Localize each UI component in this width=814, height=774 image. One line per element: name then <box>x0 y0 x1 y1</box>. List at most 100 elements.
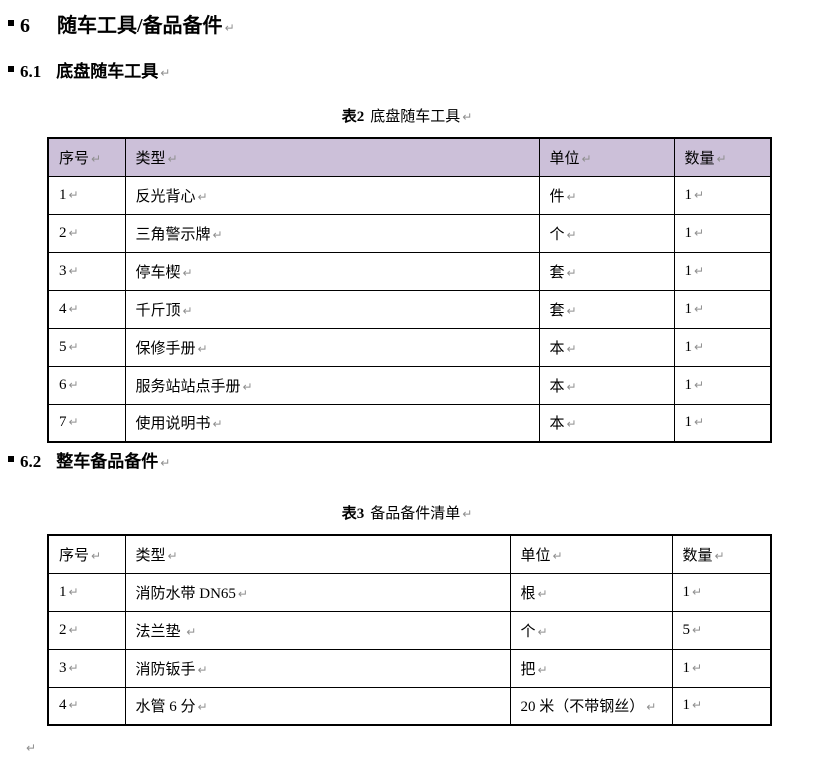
table-cell: 服务站站点手册 ↵ <box>124 365 540 405</box>
paragraph-mark-icon: ↵ <box>692 698 703 713</box>
paragraph-mark-icon: ↵ <box>694 187 705 202</box>
table-header-row: 序号 ↵ 类型 ↵ 单位 ↵ 数量 ↵ <box>47 137 772 177</box>
table-cell: 水管 6 分 ↵ <box>124 686 511 726</box>
paragraph-mark-icon: ↵ <box>68 698 79 713</box>
paragraph-mark-icon: ↵ <box>186 624 197 639</box>
paragraph-mark-icon: ↵ <box>566 265 577 280</box>
table-cell: 1 ↵ <box>673 327 772 367</box>
heading-section-6-1: 6.1 底盘随车工具 ↵ <box>8 61 814 84</box>
heading-square-marker-icon <box>8 66 14 72</box>
paragraph-mark-icon: ↵ <box>692 660 703 675</box>
table-cell: 1 ↵ <box>47 175 126 215</box>
paragraph-mark-icon: ↵ <box>160 456 171 470</box>
table-cell: 1 ↵ <box>673 289 772 329</box>
table-cell: 1 ↵ <box>673 403 772 443</box>
paragraph-mark-icon: ↵ <box>68 263 79 278</box>
paragraph-mark-icon: ↵ <box>224 21 235 35</box>
table-row: 3 ↵ 停车楔 ↵ 套 ↵ 1 ↵ <box>47 251 772 291</box>
heading-text: 底盘随车工具 <box>56 62 159 81</box>
table-row: 4 ↵ 水管 6 分 ↵ 20 米（不带钢丝） ↵ 1 ↵ <box>47 686 772 726</box>
heading-text: 随车工具/备品备件 <box>57 15 223 37</box>
table-cell: 套 ↵ <box>538 251 675 291</box>
table-cell: 消防钣手 ↵ <box>124 648 511 688</box>
paragraph-mark-icon: ↵ <box>212 227 223 242</box>
paragraph-mark-icon: ↵ <box>237 586 248 601</box>
paragraph-mark-icon: ↵ <box>26 741 37 755</box>
document-page: 6 随车工具/备品备件 ↵ 6.1 底盘随车工具 ↵ 表2 底盘随车工具 ↵ 序号 ↵ 类型 ↵… <box>0 14 814 757</box>
table-row: 2 ↵ 法兰垫 ↵ 个 ↵ 5 ↵ <box>47 610 772 650</box>
paragraph-mark-icon: ↵ <box>552 548 563 563</box>
heading-number: 6.2 <box>20 452 42 471</box>
table-cell: 法兰垫 ↵ <box>124 610 511 650</box>
table-cell: 件 ↵ <box>538 175 675 215</box>
table-cell: 个 ↵ <box>538 213 675 253</box>
table-cell: 5 ↵ <box>47 327 126 367</box>
header-cell: 类型 ↵ <box>124 137 540 177</box>
table-cell: 停车楔 ↵ <box>124 251 540 291</box>
heading-section-6-2: 6.2 整车备品备件 ↵ <box>8 451 814 474</box>
chassis-tools-table: 序号 ↵ 类型 ↵ 单位 ↵ 数量 ↵ 1 ↵ 反光背心 ↵ 件 ↵ 1 ↵ 2 ↵ 三角警示牌 ↵… <box>47 137 772 443</box>
header-cell: 序号 ↵ <box>47 137 126 177</box>
paragraph-mark-icon: ↵ <box>566 341 577 356</box>
heading-text: 整车备品备件 <box>56 452 159 471</box>
table-row: 2 ↵ 三角警示牌 ↵ 个 ↵ 1 ↵ <box>47 213 772 253</box>
paragraph-mark-icon: ↵ <box>167 548 178 563</box>
table-cell: 3 ↵ <box>47 251 126 291</box>
table-cell: 4 ↵ <box>47 289 126 329</box>
table-cell: 1 ↵ <box>671 686 772 726</box>
heading-section-6: 6 随车工具/备品备件 ↵ <box>8 14 814 40</box>
header-cell: 单位 ↵ <box>509 534 673 574</box>
paragraph-mark-icon: ↵ <box>566 379 577 394</box>
table-row: 5 ↵ 保修手册 ↵ 本 ↵ 1 ↵ <box>47 327 772 367</box>
table-cell: 反光背心 ↵ <box>124 175 540 215</box>
paragraph-mark-icon: ↵ <box>462 507 473 521</box>
paragraph-mark-icon: ↵ <box>197 189 208 204</box>
table-cell: 使用说明书 ↵ <box>124 403 540 443</box>
paragraph-mark-icon: ↵ <box>197 700 208 715</box>
paragraph-mark-icon: ↵ <box>537 662 548 677</box>
paragraph-mark-icon: ↵ <box>212 417 223 432</box>
paragraph-mark-icon: ↵ <box>160 66 171 80</box>
paragraph-mark-icon: ↵ <box>197 662 208 677</box>
paragraph-mark-icon: ↵ <box>68 225 79 240</box>
table-cell: 1 ↵ <box>673 251 772 291</box>
header-cell: 序号 ↵ <box>47 534 126 574</box>
table-cell: 1 ↵ <box>673 213 772 253</box>
paragraph-mark-icon: ↵ <box>692 622 703 637</box>
heading-number: 6 <box>20 15 30 37</box>
table3-caption-text: 备品备件清单 <box>370 506 461 522</box>
table-cell: 把 ↵ <box>509 648 673 688</box>
table-cell: 本 ↵ <box>538 403 675 443</box>
table-cell: 本 ↵ <box>538 365 675 405</box>
table-cell: 20 米（不带钢丝） ↵ <box>509 686 673 726</box>
paragraph-mark-icon: ↵ <box>694 339 705 354</box>
table-cell: 保修手册 ↵ <box>124 327 540 367</box>
paragraph-mark-icon: ↵ <box>566 417 577 432</box>
table3-caption-label: 表3 <box>341 506 365 522</box>
paragraph-mark-icon: ↵ <box>714 548 725 563</box>
table-row: 3 ↵ 消防钣手 ↵ 把 ↵ 1 ↵ <box>47 648 772 688</box>
paragraph-mark-icon: ↵ <box>68 415 79 430</box>
table-cell: 1 ↵ <box>673 365 772 405</box>
table-cell: 3 ↵ <box>47 648 126 688</box>
table2-caption-text: 底盘随车工具 <box>370 109 461 125</box>
heading-number: 6.1 <box>20 62 42 81</box>
table3-caption: 表3 备品备件清单 ↵ <box>0 504 814 524</box>
paragraph-mark-icon: ↵ <box>694 415 705 430</box>
header-cell: 类型 ↵ <box>124 534 511 574</box>
table-cell: 2 ↵ <box>47 213 126 253</box>
table-cell: 1 ↵ <box>671 648 772 688</box>
table-cell: 1 ↵ <box>47 572 126 612</box>
table-cell: 千斤顶 ↵ <box>124 289 540 329</box>
paragraph-mark-icon: ↵ <box>182 265 193 280</box>
paragraph-mark-icon: ↵ <box>68 187 79 202</box>
paragraph-mark-icon: ↵ <box>566 303 577 318</box>
table-cell: 三角警示牌 ↵ <box>124 213 540 253</box>
table-row: 7 ↵ 使用说明书 ↵ 本 ↵ 1 ↵ <box>47 403 772 443</box>
paragraph-mark-icon: ↵ <box>694 301 705 316</box>
table2-caption-label: 表2 <box>341 109 365 125</box>
table-cell: 7 ↵ <box>47 403 126 443</box>
paragraph-mark-icon: ↵ <box>91 548 102 563</box>
paragraph-mark-icon: ↵ <box>197 341 208 356</box>
paragraph-mark-icon: ↵ <box>716 151 727 166</box>
